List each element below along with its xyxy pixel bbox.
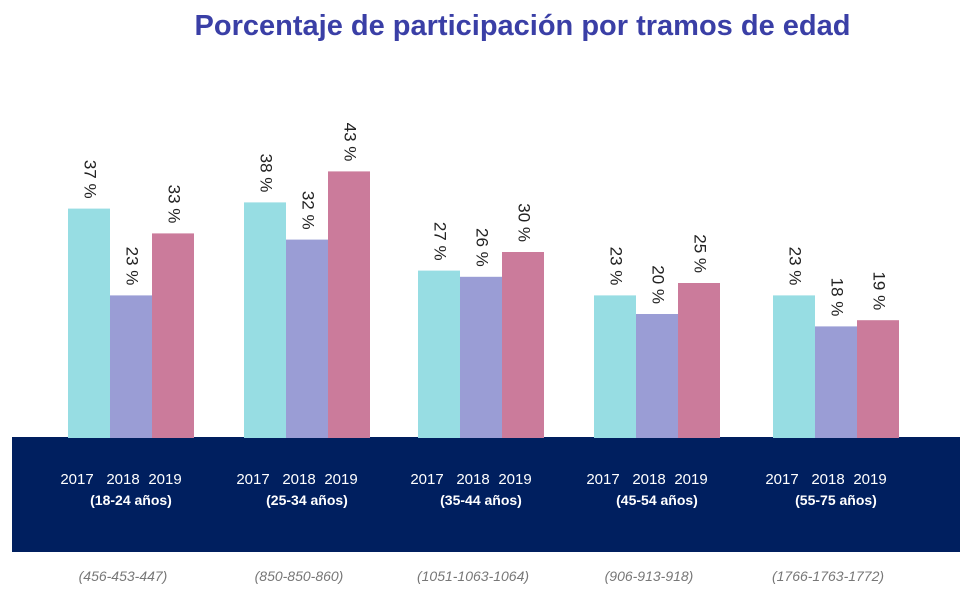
year-label: 2019 xyxy=(148,471,181,488)
year-label: 2017 xyxy=(586,471,619,488)
value-label: 25 % xyxy=(691,234,710,273)
participant-count-label: (906-913-918) xyxy=(605,568,694,584)
value-label: 43 % xyxy=(341,123,360,162)
value-label: 19 % xyxy=(870,271,889,310)
year-label: 2018 xyxy=(811,471,844,488)
bar-2017-group-1 xyxy=(68,208,110,438)
year-label: 2019 xyxy=(498,471,531,488)
year-label: 2017 xyxy=(236,471,269,488)
value-label: 30 % xyxy=(515,203,534,242)
bar-2017-group-5 xyxy=(773,295,815,438)
value-label: 18 % xyxy=(828,278,847,317)
year-label: 2019 xyxy=(324,471,357,488)
value-label: 33 % xyxy=(165,185,184,224)
value-label: 38 % xyxy=(257,154,276,193)
participant-count-label: (850-850-860) xyxy=(255,568,344,584)
year-label: 2018 xyxy=(632,471,665,488)
category-band xyxy=(12,437,960,552)
participant-count-label: (1051-1063-1064) xyxy=(417,568,529,584)
year-label: 2019 xyxy=(674,471,707,488)
value-label: 27 % xyxy=(431,222,450,261)
bar-2018-group-5 xyxy=(815,326,857,438)
bar-2018-group-2 xyxy=(286,239,328,438)
bar-2018-group-1 xyxy=(110,295,152,438)
year-label: 2017 xyxy=(410,471,443,488)
bar-2017-group-4 xyxy=(594,295,636,438)
bar-2019-group-5 xyxy=(857,320,899,438)
participant-count-label: (456-453-447) xyxy=(79,568,168,584)
value-label: 20 % xyxy=(649,265,668,304)
participant-count-label: (1766-1763-1772) xyxy=(772,568,884,584)
value-label: 23 % xyxy=(786,247,805,286)
year-label: 2018 xyxy=(106,471,139,488)
value-label: 26 % xyxy=(473,228,492,267)
age-group-label: (25-34 años) xyxy=(266,492,348,508)
age-group-label: (45-54 años) xyxy=(616,492,698,508)
year-label: 2018 xyxy=(456,471,489,488)
value-label: 23 % xyxy=(123,247,142,286)
bar-2017-group-3 xyxy=(418,270,460,438)
value-label: 37 % xyxy=(81,160,100,199)
bar-2018-group-3 xyxy=(460,276,502,438)
year-label: 2017 xyxy=(60,471,93,488)
year-label: 2017 xyxy=(765,471,798,488)
bar-2018-group-4 xyxy=(636,314,678,438)
year-label: 2018 xyxy=(282,471,315,488)
bar-2019-group-1 xyxy=(152,233,194,438)
chart-title: Porcentaje de participación por tramos d… xyxy=(194,10,851,42)
bar-2019-group-4 xyxy=(678,283,720,438)
age-group-label: (55-75 años) xyxy=(795,492,877,508)
value-label: 32 % xyxy=(299,191,318,230)
bar-2019-group-3 xyxy=(502,252,544,438)
bar-2019-group-2 xyxy=(328,171,370,438)
year-label: 2019 xyxy=(853,471,886,488)
age-group-label: (18-24 años) xyxy=(90,492,172,508)
age-group-label: (35-44 años) xyxy=(440,492,522,508)
value-label: 23 % xyxy=(607,247,626,286)
bar-2017-group-2 xyxy=(244,202,286,438)
